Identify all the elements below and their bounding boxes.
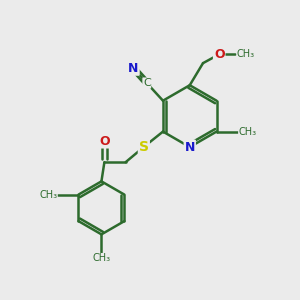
- Text: CH₃: CH₃: [92, 254, 110, 263]
- Text: CH₃: CH₃: [39, 190, 57, 200]
- Text: S: S: [139, 140, 149, 154]
- Text: CH₃: CH₃: [237, 49, 255, 59]
- Text: N: N: [128, 62, 139, 75]
- Text: CH₃: CH₃: [238, 127, 257, 136]
- Text: O: O: [214, 48, 224, 61]
- Text: N: N: [184, 141, 195, 154]
- Text: C: C: [143, 78, 151, 88]
- Text: O: O: [99, 134, 110, 148]
